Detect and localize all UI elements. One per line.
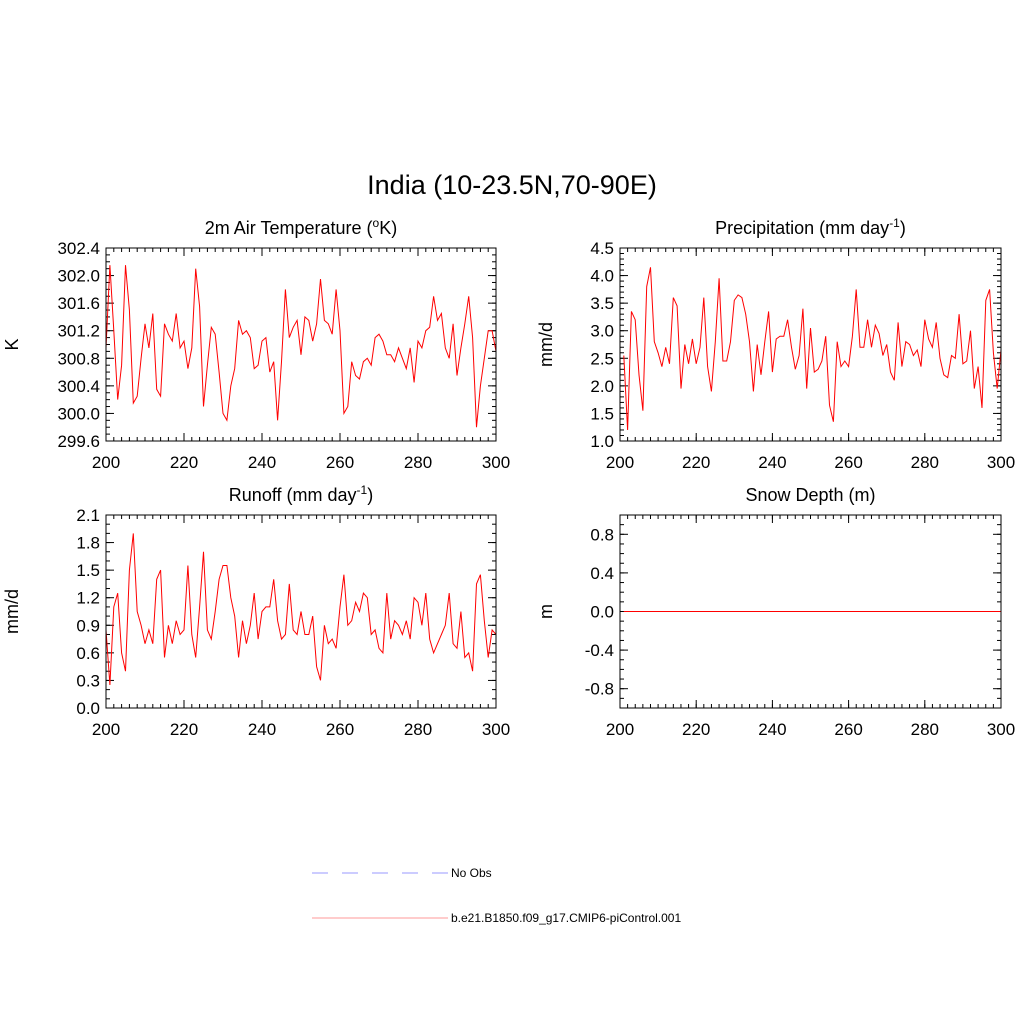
air-temperature-y-tick-label: 301.6: [57, 294, 100, 313]
panel-precipitation: Precipitation (mm day-1) 200 220 240 260 280 3…: [536, 216, 1015, 472]
snow-depth-plot-frame: [619, 514, 1002, 709]
runoff-plot-frame: [105, 514, 497, 709]
runoff-y-tick-label: 0.9: [76, 616, 100, 635]
precipitation-plot-frame: [619, 247, 1002, 442]
precipitation-x-tick-label: 200: [606, 453, 634, 472]
panel-snow-depth: Snow Depth (m) 200 220 240 260 280 300 -0.8 -0.4…: [536, 485, 1015, 739]
air-temperature-title: 2m Air Temperature (oK): [205, 216, 397, 238]
runoff-title-end: ): [367, 485, 373, 505]
snow-depth-y-tick-label: -0.4: [585, 641, 614, 660]
runoff-title: Runoff (mm day-1): [229, 483, 373, 505]
snow-depth-title: Snow Depth (m): [745, 485, 875, 505]
runoff-title-main: Runoff (mm day: [229, 485, 357, 505]
air-temperature-title-main: 2m Air Temperature (: [205, 218, 373, 238]
precipitation-series-line: [623, 267, 1002, 431]
precipitation-x-tick-label: 240: [758, 453, 786, 472]
runoff-y-tick-label: 0.6: [76, 644, 100, 663]
air-temperature-x-tick-label: 300: [482, 453, 510, 472]
air-temperature-x-tick-label: 220: [170, 453, 198, 472]
legend-label-no-obs: No Obs: [451, 866, 492, 880]
runoff-series-line: [105, 533, 497, 686]
runoff-x-tick-label: 300: [482, 720, 510, 739]
air-temperature-title-end: K): [379, 218, 397, 238]
runoff-y-tick-label: 1.8: [76, 534, 100, 553]
air-temperature-plot-frame: [105, 247, 497, 442]
air-temperature-y-tick-label: 302.4: [57, 239, 100, 258]
air-temperature-x-tick-label: 240: [248, 453, 276, 472]
snow-depth-y-axis-label: m: [536, 604, 556, 619]
precipitation-x-tick-label: 260: [834, 453, 862, 472]
runoff-x-tick-label: 260: [326, 720, 354, 739]
figure-title: India (10-23.5N,70-90E): [367, 170, 657, 200]
runoff-y-tick-label: 1.5: [76, 561, 100, 580]
air-temperature-x-tick-label: 200: [92, 453, 120, 472]
legend: No Obs b.e21.B1850.f09_g17.CMIP6-piContr…: [312, 866, 681, 925]
air-temperature-series-line: [105, 265, 497, 428]
precipitation-x-tick-label: 300: [987, 453, 1015, 472]
precipitation-x-tick-label: 280: [911, 453, 939, 472]
runoff-x-tick-label: 280: [404, 720, 432, 739]
snow-depth-y-tick-label: 0.0: [590, 603, 614, 622]
snow-depth-y-tick-label: -0.8: [585, 680, 614, 699]
air-temperature-y-tick-label: 302.0: [57, 267, 100, 286]
precipitation-title-main: Precipitation (mm day: [715, 218, 889, 238]
runoff-y-tick-label: 0.3: [76, 671, 100, 690]
air-temperature-y-tick-label: 299.6: [57, 432, 100, 451]
snow-depth-x-tick-label: 220: [682, 720, 710, 739]
runoff-y-tick-label: 2.1: [76, 506, 100, 525]
precipitation-title-sup: -1: [889, 216, 900, 230]
air-temperature-y-tick-label: 301.2: [57, 322, 100, 341]
air-temperature-y-tick-label: 300.4: [57, 377, 100, 396]
air-temperature-y-axis-label: K: [2, 338, 22, 350]
panel-air-temperature: 2m Air Temperature (oK) 200 220 240 260 280 30…: [2, 216, 510, 472]
snow-depth-y-tick-label: 0.8: [590, 525, 614, 544]
runoff-y-axis-label: mm/d: [2, 589, 22, 634]
runoff-y-tick-label: 0.0: [76, 699, 100, 718]
runoff-x-tick-label: 200: [92, 720, 120, 739]
precipitation-y-tick-label: 4.0: [590, 267, 614, 286]
runoff-x-tick-label: 240: [248, 720, 276, 739]
snow-depth-x-tick-label: 300: [987, 720, 1015, 739]
precipitation-y-tick-label: 2.5: [590, 349, 614, 368]
snow-depth-y-tick-label: 0.4: [590, 564, 614, 583]
precipitation-y-tick-label: 3.5: [590, 294, 614, 313]
precipitation-y-tick-label: 2.0: [590, 377, 614, 396]
legend-label-model: b.e21.B1850.f09_g17.CMIP6-piControl.001: [451, 911, 681, 925]
runoff-title-sup: -1: [357, 483, 368, 497]
snow-depth-x-tick-label: 280: [911, 720, 939, 739]
precipitation-y-axis-label: mm/d: [536, 322, 556, 367]
precipitation-title-end: ): [900, 218, 906, 238]
air-temperature-x-tick-label: 260: [326, 453, 354, 472]
snow-depth-title-main: Snow Depth (m): [745, 485, 875, 505]
runoff-y-tick-label: 1.2: [76, 589, 100, 608]
precipitation-y-tick-label: 1.0: [590, 432, 614, 451]
precipitation-y-tick-label: 1.5: [590, 404, 614, 423]
air-temperature-y-tick-label: 300.0: [57, 404, 100, 423]
panel-runoff: Runoff (mm day-1) 200 220 240 260 280 300 0.0 0.…: [2, 483, 510, 739]
precipitation-y-tick-label: 4.5: [590, 239, 614, 258]
air-temperature-y-tick-label: 300.8: [57, 349, 100, 368]
runoff-x-tick-label: 220: [170, 720, 198, 739]
snow-depth-x-tick-label: 200: [606, 720, 634, 739]
air-temperature-title-sup: o: [373, 216, 380, 230]
snow-depth-x-tick-label: 240: [758, 720, 786, 739]
precipitation-x-tick-label: 220: [682, 453, 710, 472]
air-temperature-x-tick-label: 280: [404, 453, 432, 472]
precipitation-title: Precipitation (mm day-1): [715, 216, 906, 238]
snow-depth-x-tick-label: 260: [834, 720, 862, 739]
precipitation-y-tick-label: 3.0: [590, 322, 614, 341]
